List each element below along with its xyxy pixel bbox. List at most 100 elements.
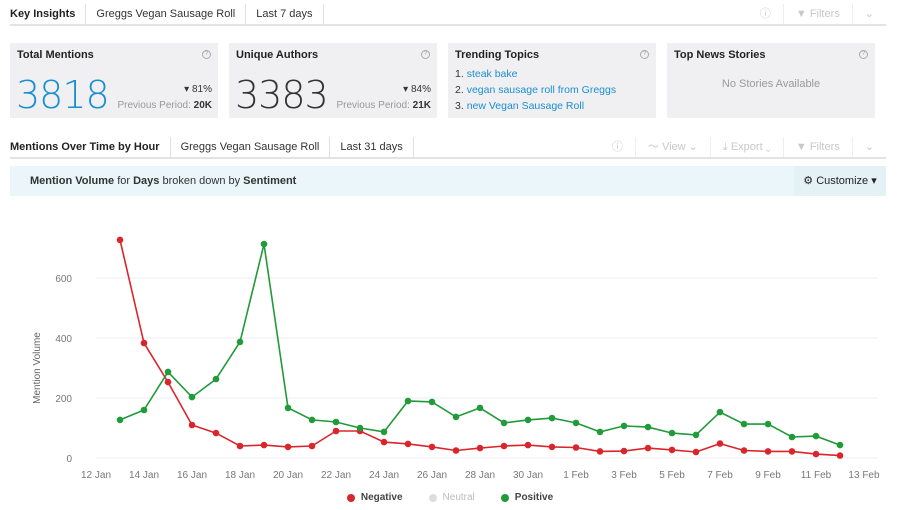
unique-authors-card: Unique Authors ? 3383 ▾ 84% Previous Per…: [229, 43, 437, 118]
x-tick-label: 1 Feb: [563, 470, 589, 481]
data-point-positive: [380, 428, 388, 436]
legend-dot-icon: [346, 493, 355, 502]
data-point-negative: [836, 452, 844, 459]
x-tick-label: 16 Jan: [177, 470, 207, 481]
chart-description-banner: Mention Volume for Days broken down by S…: [10, 166, 886, 196]
legend-item-negative[interactable]: Negative: [346, 492, 403, 503]
x-tick-label: 7 Feb: [707, 470, 733, 481]
key-insights-title: Key Insights: [10, 4, 87, 24]
data-point-negative: [332, 427, 340, 435]
trending-topic-link[interactable]: steak bake: [466, 68, 518, 80]
x-tick-label: 14 Jan: [129, 470, 159, 481]
x-tick-label: 9 Feb: [755, 470, 781, 481]
card-title: Trending Topics: [455, 49, 540, 61]
data-point-negative: [572, 444, 580, 451]
data-point-positive: [260, 240, 268, 248]
data-point-positive: [140, 406, 148, 414]
no-stories-text: No Stories Available: [721, 78, 821, 90]
help-icon[interactable]: ?: [421, 50, 430, 59]
x-tick-label: 3 Feb: [611, 470, 637, 481]
data-point-negative: [188, 421, 196, 429]
legend-item-positive[interactable]: Positive: [500, 492, 553, 503]
data-point-positive: [212, 375, 220, 383]
x-tick-label: 20 Jan: [273, 470, 303, 481]
data-point-negative: [308, 442, 316, 450]
topic-tab[interactable]: Greggs Vegan Sausage Roll: [171, 137, 331, 157]
data-point-positive: [788, 433, 796, 441]
x-tick-label: 30 Jan: [513, 470, 543, 481]
export-button[interactable]: ⤓ Export ⌄: [709, 137, 783, 157]
data-point-negative: [116, 236, 124, 244]
y-tick-label: 400: [55, 334, 72, 345]
help-icon[interactable]: ?: [202, 50, 211, 59]
help-icon[interactable]: ⓘ: [759, 8, 771, 20]
y-axis-label: Mention Volume: [32, 332, 43, 404]
data-point-negative: [140, 339, 148, 347]
data-point-positive: [836, 441, 844, 449]
chart-title: Mentions Over Time by Hour: [10, 137, 171, 157]
trending-topic-link[interactable]: vegan sausage roll from Greggs: [466, 84, 617, 96]
x-tick-label: 12 Jan: [81, 470, 111, 481]
card-title: Unique Authors: [236, 49, 319, 61]
trending-topics-card: Trending Topics ? 1. steak bake 2. vegan …: [448, 43, 656, 118]
trending-topic: 2. vegan sausage roll from Greggs: [455, 84, 617, 96]
y-tick-label: 600: [55, 274, 72, 285]
data-point-negative: [260, 441, 268, 449]
date-range-tab[interactable]: Last 7 days: [246, 4, 324, 24]
filter-icon: ▼: [795, 8, 810, 20]
data-point-positive: [332, 418, 340, 426]
data-point-negative: [668, 446, 676, 454]
x-tick-label: 28 Jan: [465, 470, 495, 481]
x-tick-label: 24 Jan: [369, 470, 399, 481]
chevron-down-icon[interactable]: ⌄: [851, 137, 886, 157]
data-point-negative: [524, 441, 532, 449]
y-tick-label: 0: [66, 454, 72, 465]
customize-button[interactable]: ⚙ Customize ▾: [794, 166, 886, 196]
gear-icon: ⚙: [803, 175, 814, 187]
data-point-positive: [452, 413, 460, 421]
trending-topic: 3. new Vegan Sausage Roll: [455, 100, 585, 112]
filters-button[interactable]: ▼ Filters: [782, 4, 852, 24]
data-point-negative: [548, 443, 556, 451]
data-point-positive: [236, 338, 244, 346]
data-point-negative: [620, 447, 628, 455]
delta: ▾ 84%: [403, 84, 431, 95]
help-icon[interactable]: ?: [859, 50, 868, 59]
trending-topic-link[interactable]: new Vegan Sausage Roll: [466, 100, 585, 112]
data-point-positive: [356, 424, 364, 432]
view-button[interactable]: 〜 View ⌄: [634, 137, 710, 157]
data-point-positive: [308, 416, 316, 424]
data-point-positive: [644, 423, 652, 431]
data-point-positive: [476, 404, 484, 412]
x-tick-label: 26 Jan: [417, 470, 447, 481]
chevron-down-icon[interactable]: ⌄: [851, 4, 886, 24]
data-point-positive: [524, 416, 532, 424]
topic-tab[interactable]: Greggs Vegan Sausage Roll: [86, 4, 247, 24]
help-icon[interactable]: ⓘ: [611, 141, 623, 153]
data-point-positive: [692, 431, 700, 439]
x-tick-label: 13 Feb: [848, 470, 880, 481]
data-point-negative: [812, 450, 820, 458]
data-point-negative: [596, 448, 604, 455]
help-icon[interactable]: ?: [640, 50, 649, 59]
data-point-negative: [236, 442, 244, 450]
data-point-positive: [428, 398, 436, 406]
filters-button[interactable]: ▼ Filters: [782, 137, 852, 157]
data-point-positive: [284, 404, 292, 412]
delta: ▾ 81%: [184, 84, 212, 95]
date-range-tab[interactable]: Last 31 days: [330, 137, 414, 157]
data-point-negative: [452, 447, 460, 454]
data-point-negative: [428, 443, 436, 451]
data-point-negative: [500, 442, 508, 450]
data-point-negative: [740, 447, 748, 454]
mention-volume-chart: 0 200 400 600 12 Jan 14 Jan 16 Jan 18 Jan 20 Jan…: [32, 236, 880, 481]
x-tick-label: 5 Feb: [659, 470, 685, 481]
x-tick-label: 18 Jan: [225, 470, 255, 481]
legend-item-neutral[interactable]: Neutral: [428, 492, 475, 503]
data-point-positive: [740, 420, 748, 428]
data-point-negative: [380, 438, 388, 446]
data-point-positive: [188, 393, 196, 401]
data-point-positive: [668, 429, 676, 437]
data-point-negative: [764, 448, 772, 455]
data-point-positive: [404, 397, 412, 405]
